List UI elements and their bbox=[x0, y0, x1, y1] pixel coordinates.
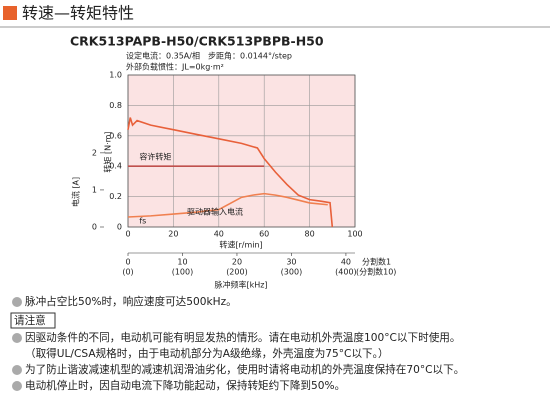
x-tick-label: 80 bbox=[305, 230, 315, 239]
x2-tick-label: 20 bbox=[232, 258, 242, 267]
y-tick-label: 0 bbox=[117, 223, 122, 232]
y-tick-label: 0.6 bbox=[109, 131, 122, 140]
bullet bbox=[12, 381, 22, 391]
y2-tick-label: 0 bbox=[92, 223, 97, 232]
x-tick-label: 40 bbox=[214, 230, 224, 239]
condition: 设定电流：0.35A/相 步距角：0.0144°/step bbox=[126, 51, 292, 61]
x-tick-label: 0 bbox=[125, 230, 130, 239]
annotation: 容许转矩 bbox=[139, 152, 171, 162]
x2-tick-label: 30 bbox=[286, 258, 296, 267]
note: 为了防止谐波减速机型的减速机润滑油劣化，使用时请将电动机的外壳温度保持在70°C… bbox=[25, 363, 464, 376]
bullet bbox=[12, 365, 22, 375]
x-tick-label: 20 bbox=[168, 230, 178, 239]
bullet bbox=[12, 333, 22, 343]
chart-title: CRK513PAPB-H50/CRK513PBPB-H50 bbox=[70, 34, 324, 49]
y2-label: 电流 [A] bbox=[71, 177, 81, 207]
note: 因驱动条件的不同，电动机可能有明显发热的情形。请在电动机外壳温度100°C以下时… bbox=[25, 331, 460, 344]
header-title: 转速—转矩特性 bbox=[22, 4, 134, 23]
y-tick-label: 0.4 bbox=[109, 162, 122, 171]
condition: 外部负载惯性：JL=0kg·m² bbox=[126, 62, 224, 72]
y-tick-label: 0.2 bbox=[109, 192, 122, 201]
plot-area bbox=[128, 75, 355, 227]
x2-tick-label: 0 bbox=[125, 258, 130, 267]
y-label: 转矩 [N·m] bbox=[103, 131, 113, 172]
plot-frame bbox=[127, 74, 356, 228]
x-label: 转速[r/min] bbox=[219, 240, 262, 250]
x2-tick-label: 10 bbox=[177, 258, 187, 267]
annotation: 驱动器输入电流 bbox=[187, 206, 243, 216]
note: （取得UL/CSA规格时，由于电动机部分为A级绝缘，外壳温度为75°C以下。） bbox=[25, 347, 389, 360]
x3-label: (分割数10) bbox=[356, 267, 396, 277]
x3-tick-label: (400) bbox=[335, 268, 357, 277]
y-tick-label: 1.0 bbox=[109, 71, 122, 80]
y2-tick-label: 1 bbox=[92, 185, 97, 194]
y-tick-label: 0.8 bbox=[109, 101, 122, 110]
x3-tick-label: (100) bbox=[172, 268, 194, 277]
series-line bbox=[127, 192, 328, 218]
x-tick-label: 100 bbox=[347, 230, 362, 239]
caution: 请注意 bbox=[14, 314, 46, 327]
note: 电动机停止时，因自动电流下降功能起动，保持转矩约下降到50%。 bbox=[25, 379, 345, 392]
x-tick-label: 60 bbox=[259, 230, 269, 239]
bullet bbox=[12, 297, 22, 307]
y2-tick-label: 2 bbox=[92, 148, 97, 157]
x3-tick-label: (300) bbox=[281, 268, 303, 277]
x3-tick-label: (200) bbox=[226, 268, 248, 277]
caution-box bbox=[10, 312, 56, 329]
annotation: fs bbox=[139, 216, 146, 225]
series-line bbox=[127, 117, 334, 228]
x3-tick-label: (0) bbox=[122, 268, 133, 277]
x2-tick-label: 40 bbox=[341, 258, 351, 267]
x2-label: 分割数1 bbox=[362, 257, 391, 267]
header-icon bbox=[3, 6, 17, 20]
freq-label: 脉冲频率[kHz] bbox=[214, 280, 267, 290]
note: 脉冲占空比50%时，响应速度可达500kHz。 bbox=[25, 295, 237, 308]
